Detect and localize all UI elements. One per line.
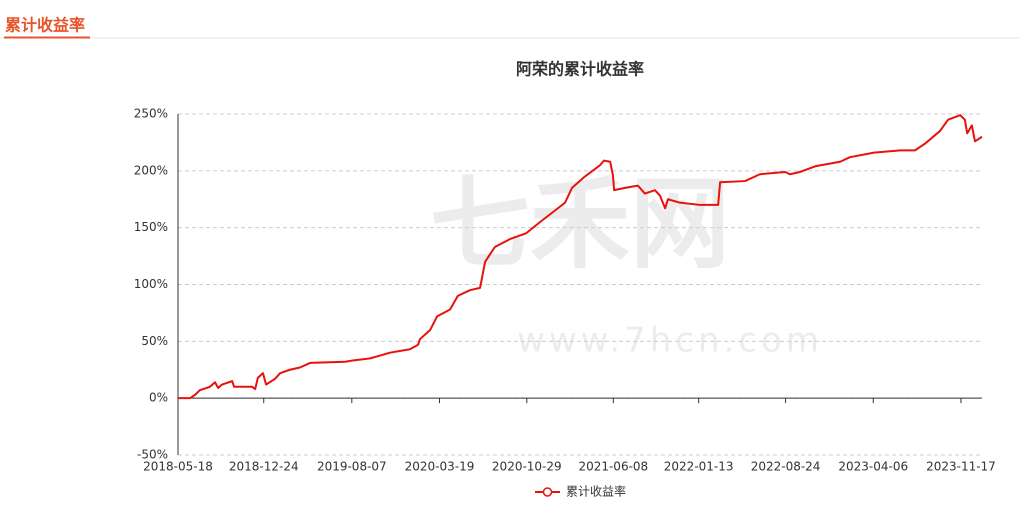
y-tick-label: -50%	[137, 448, 168, 462]
y-tick-label: 200%	[134, 163, 168, 177]
x-tick-label: 2023-11-17	[926, 460, 996, 474]
y-tick-label: 0%	[149, 391, 168, 405]
y-tick-label: 150%	[134, 220, 168, 234]
y-tick-label: 250%	[134, 107, 168, 121]
x-tick-label: 2023-04-06	[838, 460, 908, 474]
y-tick-label: 100%	[134, 277, 168, 291]
x-tick-label: 2018-05-18	[143, 460, 213, 474]
x-tick-label: 2022-08-24	[751, 460, 821, 474]
watermark-url: www.7hcn.com	[517, 321, 823, 361]
x-tick-label: 2021-06-08	[578, 460, 648, 474]
chart-title: 阿荣的累计收益率	[516, 60, 644, 79]
x-tick-label: 2018-12-24	[229, 460, 299, 474]
legend-marker	[542, 487, 553, 497]
legend-label: 累计收益率	[566, 484, 626, 499]
x-tick-label: 2020-03-19	[405, 460, 475, 474]
header-title: 累计收益率	[5, 16, 85, 35]
x-tick-label: 2019-08-07	[317, 460, 387, 474]
x-tick-label: 2020-10-29	[492, 460, 562, 474]
series-line	[178, 114, 983, 400]
x-tick-label: 2022-01-13	[664, 460, 734, 474]
watermark-brand: 七禾网	[430, 165, 730, 282]
y-tick-label: 50%	[141, 334, 168, 348]
